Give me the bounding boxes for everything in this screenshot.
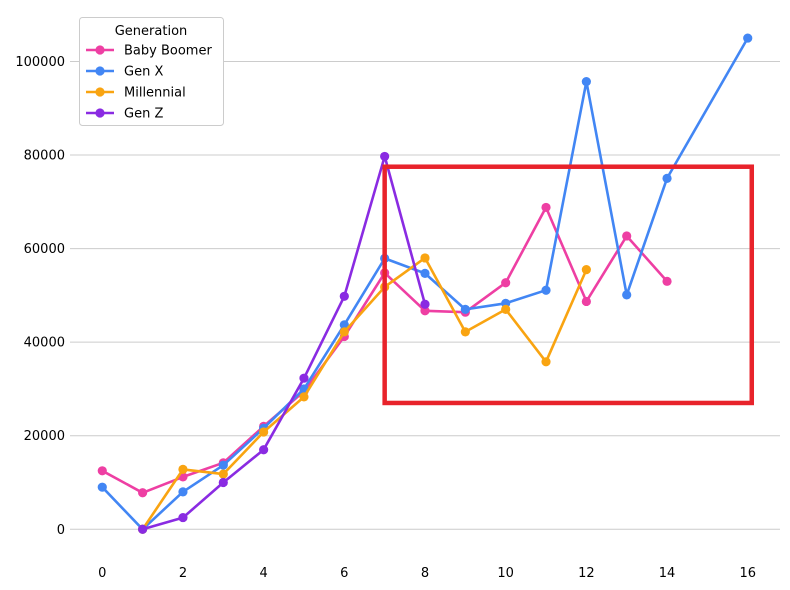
- legend-label: Gen X: [124, 65, 163, 80]
- legend-label: Gen Z: [124, 107, 163, 122]
- data-point: [581, 76, 591, 87]
- legend-swatch-marker: [95, 108, 105, 118]
- data-point: [420, 268, 430, 278]
- data-point: [420, 299, 430, 309]
- data-point: [218, 469, 228, 479]
- x-tick-label: 12: [578, 566, 595, 581]
- x-tick-label: 16: [739, 566, 756, 581]
- highlight-rectangle: [382, 164, 755, 406]
- data-point: [501, 304, 511, 314]
- data-point: [501, 278, 511, 288]
- data-point: [581, 296, 591, 307]
- legend-title: Generation: [115, 24, 188, 39]
- data-point: [178, 512, 188, 523]
- x-tick-label: 0: [98, 566, 106, 581]
- data-point: [460, 304, 470, 314]
- gridlines: [70, 60, 780, 530]
- highlight-box: [382, 164, 755, 406]
- data-point: [339, 320, 349, 330]
- series-line: [101, 37, 749, 531]
- series-line: [142, 155, 427, 531]
- data-point: [581, 265, 591, 275]
- data-point: [138, 488, 148, 498]
- y-tick-label: 40000: [24, 336, 65, 351]
- x-tick-label: 4: [259, 566, 267, 581]
- legend-frame: [79, 17, 224, 126]
- series-line: [141, 256, 588, 531]
- legend: Generation Baby Boomer Gen X Millennial Gen…: [79, 17, 224, 126]
- data-point: [662, 173, 672, 184]
- legend-swatch-marker: [95, 45, 105, 55]
- data-point: [541, 357, 551, 367]
- data-point: [420, 306, 430, 316]
- legend-label: Millennial: [124, 86, 186, 101]
- data-point: [299, 392, 309, 402]
- data-point: [622, 231, 632, 241]
- data-point: [178, 487, 188, 497]
- data-point: [622, 290, 632, 300]
- data-point: [97, 482, 107, 492]
- x-tick-label: 2: [179, 566, 187, 581]
- x-tick-label: 14: [659, 566, 676, 581]
- data-point: [420, 253, 430, 263]
- data-point: [743, 33, 753, 43]
- x-tick-label: 10: [497, 566, 514, 581]
- data-point: [541, 202, 551, 213]
- data-point: [259, 445, 269, 455]
- y-tick-label: 20000: [24, 429, 65, 444]
- data-point: [138, 524, 148, 534]
- data-point: [218, 460, 228, 470]
- data-point: [218, 477, 228, 488]
- y-tick-label: 100000: [15, 55, 65, 70]
- data-point: [662, 276, 672, 286]
- series-millennial: [138, 253, 591, 534]
- data-point: [299, 373, 309, 383]
- legend-item: Gen X: [86, 65, 163, 80]
- y-axis-ticks: 0 20000 40000 60000 80000 100000: [15, 55, 65, 538]
- data-point: [460, 327, 470, 337]
- legend-swatch-marker: [95, 66, 105, 76]
- data-point: [339, 291, 349, 301]
- y-tick-label: 60000: [24, 242, 65, 257]
- y-tick-label: 0: [57, 523, 65, 538]
- data-point: [541, 285, 551, 295]
- x-axis-ticks: 0 2 4 6 8 10 12 14 16: [98, 566, 756, 581]
- data-point: [380, 151, 390, 162]
- data-point: [259, 427, 269, 437]
- legend-item: Millennial: [86, 86, 186, 101]
- x-tick-label: 6: [340, 566, 348, 581]
- y-tick-label: 80000: [24, 149, 65, 164]
- data-point: [178, 464, 188, 474]
- legend-label: Baby Boomer: [124, 44, 212, 59]
- series-lines: [97, 33, 753, 534]
- data-point: [339, 327, 349, 337]
- data-point: [97, 466, 107, 476]
- legend-swatch-marker: [95, 87, 105, 97]
- x-tick-label: 8: [421, 566, 429, 581]
- legend-item: Gen Z: [86, 107, 163, 122]
- legend-item: Baby Boomer: [86, 44, 212, 59]
- series-gen-z: [138, 151, 430, 534]
